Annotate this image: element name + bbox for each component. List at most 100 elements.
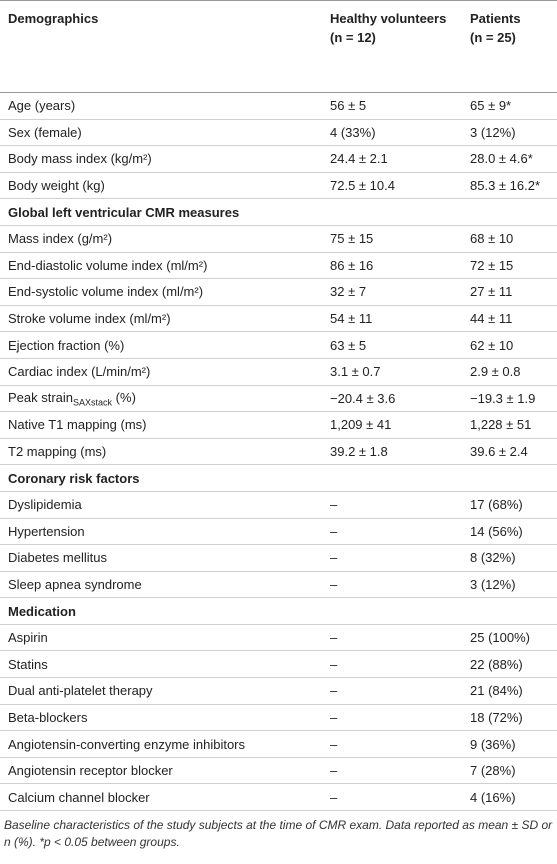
section-row: Global left ventricular CMR measures: [0, 198, 557, 226]
cell: 68 ± 10: [462, 225, 557, 253]
cell: 4 (33%): [322, 119, 462, 147]
cell: 17 (68%): [462, 491, 557, 519]
cell: 4 (16%): [462, 783, 557, 812]
cell: Statins: [0, 650, 322, 679]
table-row: Body weight (kg) 72.5 ± 10.4 85.3 ± 16.2*: [0, 172, 557, 200]
cell: Calcium channel blocker: [0, 783, 322, 812]
cell: 1,209 ± 41: [322, 411, 462, 439]
cell: 21 (84%): [462, 677, 557, 705]
table-row: Hypertension –14 (56%): [0, 518, 557, 546]
cell: −20.4 ± 3.6: [322, 385, 462, 413]
cell: 28.0 ± 4.6*: [462, 145, 557, 173]
cell: Coronary risk factors: [0, 464, 557, 492]
cell: –: [322, 491, 462, 519]
cell: –: [322, 783, 462, 812]
table-row: Age (years) 56 ± 5 65 ± 9*: [0, 92, 557, 120]
cell: 3 (12%): [462, 571, 557, 599]
cell: Ejection fraction (%): [0, 331, 322, 359]
cell: Sex (female): [0, 119, 322, 147]
cell: Dyslipidemia: [0, 491, 322, 519]
cell: –: [322, 757, 462, 785]
cell: 72.5 ± 10.4: [322, 172, 462, 200]
header-n: (n = 25): [470, 30, 516, 45]
cell: −19.3 ± 1.9: [462, 385, 557, 413]
cell: 75 ± 15: [322, 225, 462, 253]
cell: Angiotensin receptor blocker: [0, 757, 322, 785]
table-row: Stroke volume index (ml/m²) 54 ± 11 44 ± 1…: [0, 305, 557, 333]
header-n: (n = 12): [330, 30, 376, 45]
cell: 39.2 ± 1.8: [322, 438, 462, 466]
cell: 14 (56%): [462, 518, 557, 546]
cell: 22 (88%): [462, 650, 557, 679]
cell: –: [322, 571, 462, 599]
cell: T2 mapping (ms): [0, 438, 322, 466]
cell: 32 ± 7: [322, 278, 462, 306]
table-row: Aspirin –25 (100%): [0, 624, 557, 652]
table-row: Sex (female) 4 (33%) 3 (12%): [0, 119, 557, 147]
cell: 7 (28%): [462, 757, 557, 785]
cell: –: [322, 518, 462, 546]
data-table: Demographics Healthy volunteers (n = 12) Pa…: [0, 0, 557, 812]
cell: 1,228 ± 51: [462, 411, 557, 439]
cell: –: [322, 624, 462, 652]
table-row: Angiotensin receptor blocker –7 (28%): [0, 757, 557, 785]
header-label: Patients: [470, 11, 521, 26]
cell: 8 (32%): [462, 544, 557, 572]
cell-text: (%): [112, 389, 136, 405]
cell: Beta-blockers: [0, 704, 322, 732]
table-row: Sleep apnea syndrome –3 (12%): [0, 571, 557, 599]
table-row: Ejection fraction (%) 63 ± 5 62 ± 10: [0, 331, 557, 359]
cell: Hypertension: [0, 518, 322, 546]
table-row: Native T1 mapping (ms) 1,209 ± 41 1,228 ± …: [0, 411, 557, 439]
table-body: Age (years) 56 ± 5 65 ± 9* Sex (female) 4 (3…: [0, 92, 557, 812]
table-row: Angiotensin-converting enzyme inhibitors…: [0, 730, 557, 758]
table-row: Mass index (g/m²) 75 ± 15 68 ± 10: [0, 225, 557, 253]
cell: Dual anti-platelet therapy: [0, 677, 322, 705]
cell: Age (years): [0, 92, 322, 120]
cell: Diabetes mellitus: [0, 544, 322, 572]
cell: End-systolic volume index (ml/m²): [0, 278, 322, 306]
table-row: T2 mapping (ms) 39.2 ± 1.8 39.6 ± 2.4: [0, 438, 557, 466]
table-row: Peak strainSAXstack (%) −20.4 ± 3.6 −19.3 …: [0, 385, 557, 413]
header-label: Healthy volunteers: [330, 11, 447, 26]
cell: 85.3 ± 16.2*: [462, 172, 557, 200]
table-row: End-diastolic volume index (ml/m²) 86 ± 1…: [0, 252, 557, 280]
cell: 56 ± 5: [322, 92, 462, 120]
cell: 44 ± 11: [462, 305, 557, 333]
cell: Body weight (kg): [0, 172, 322, 200]
cell: Body mass index (kg/m²): [0, 145, 322, 173]
cell: 2.9 ± 0.8: [462, 358, 557, 386]
table-row: Body mass index (kg/m²) 24.4 ± 2.1 28.0 ± …: [0, 145, 557, 173]
header-cell: Patients (n = 25): [462, 0, 557, 93]
section-row: Medication: [0, 597, 557, 625]
header-cell: Healthy volunteers (n = 12): [322, 0, 462, 93]
table-row: Cardiac index (L/min/m²) 3.1 ± 0.7 2.9 ± 0…: [0, 358, 557, 386]
cell: Aspirin: [0, 624, 322, 652]
cell: 3 (12%): [462, 119, 557, 147]
cell: Angiotensin-converting enzyme inhibitors: [0, 730, 322, 758]
cell: Sleep apnea syndrome: [0, 571, 322, 599]
cell: Medication: [0, 597, 557, 625]
cell: 62 ± 10: [462, 331, 557, 359]
cell: Peak strainSAXstack (%): [0, 385, 322, 413]
cell: 25 (100%): [462, 624, 557, 652]
cell: 9 (36%): [462, 730, 557, 758]
cell: Stroke volume index (ml/m²): [0, 305, 322, 333]
cell: End-diastolic volume index (ml/m²): [0, 252, 322, 280]
cell: –: [322, 650, 462, 679]
cell: –: [322, 677, 462, 705]
cell-text: Peak strain: [8, 389, 74, 405]
cell: –: [322, 704, 462, 732]
cell: Native T1 mapping (ms): [0, 411, 322, 439]
header-row: Demographics Healthy volunteers (n = 12) Pa…: [0, 0, 557, 93]
cell: Global left ventricular CMR measures: [0, 198, 557, 226]
cell: 86 ± 16: [322, 252, 462, 280]
cell: 27 ± 11: [462, 278, 557, 306]
cell: 65 ± 9*: [462, 92, 557, 120]
table-row: Dyslipidemia –17 (68%): [0, 491, 557, 519]
table-row: Dual anti-platelet therapy –21 (84%): [0, 677, 557, 705]
cell: 63 ± 5: [322, 331, 462, 359]
section-row: Coronary risk factors: [0, 464, 557, 492]
